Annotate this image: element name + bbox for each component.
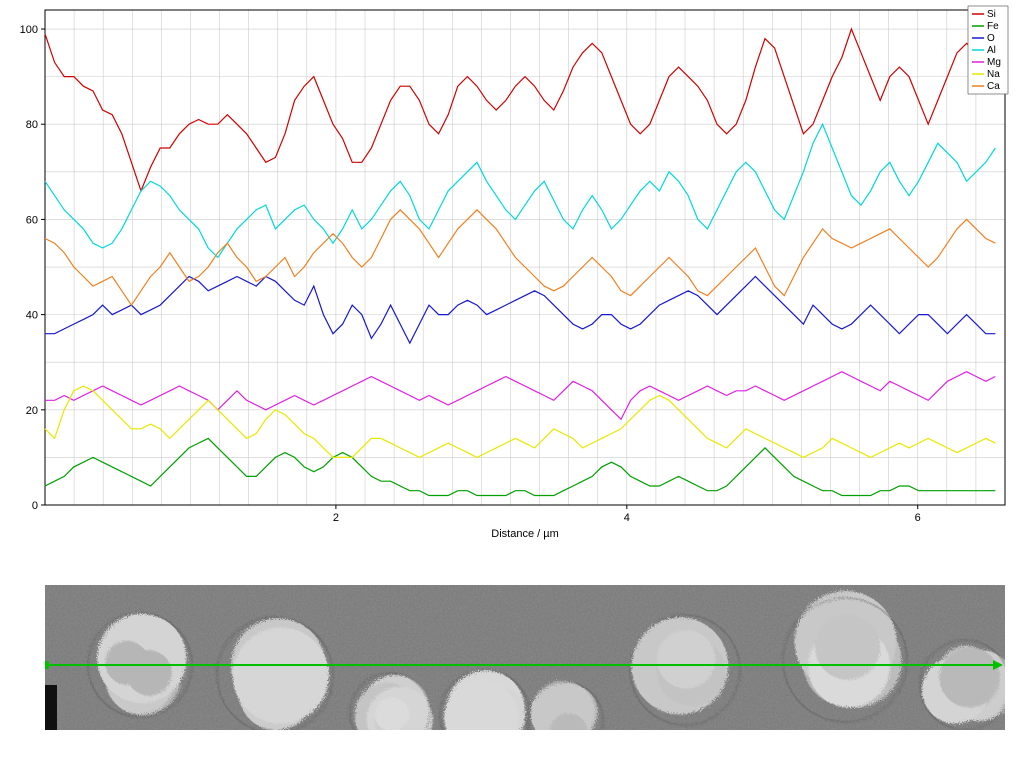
svg-text:Ca: Ca [987, 81, 1000, 92]
svg-text:Fe: Fe [987, 21, 999, 32]
svg-text:80: 80 [26, 119, 38, 131]
svg-text:2: 2 [333, 512, 339, 524]
svg-text:Na: Na [987, 69, 1000, 80]
svg-text:20: 20 [26, 405, 38, 417]
svg-text:4: 4 [624, 512, 630, 524]
svg-text:6: 6 [915, 512, 921, 524]
svg-text:Al: Al [987, 45, 996, 56]
svg-text:100: 100 [20, 24, 38, 36]
line-chart: 0 20 40 60 80 100 2 4 6 Distance / µm SiFeOAlMgNaC… [0, 0, 1024, 560]
svg-text:Si: Si [987, 9, 996, 20]
svg-text:O: O [987, 33, 995, 44]
svg-text:Mg: Mg [987, 57, 1001, 68]
sem-micrograph [45, 585, 1005, 730]
svg-text:Distance / µm: Distance / µm [491, 528, 558, 540]
svg-text:40: 40 [26, 310, 38, 322]
svg-text:0: 0 [32, 500, 38, 512]
svg-text:60: 60 [26, 214, 38, 226]
